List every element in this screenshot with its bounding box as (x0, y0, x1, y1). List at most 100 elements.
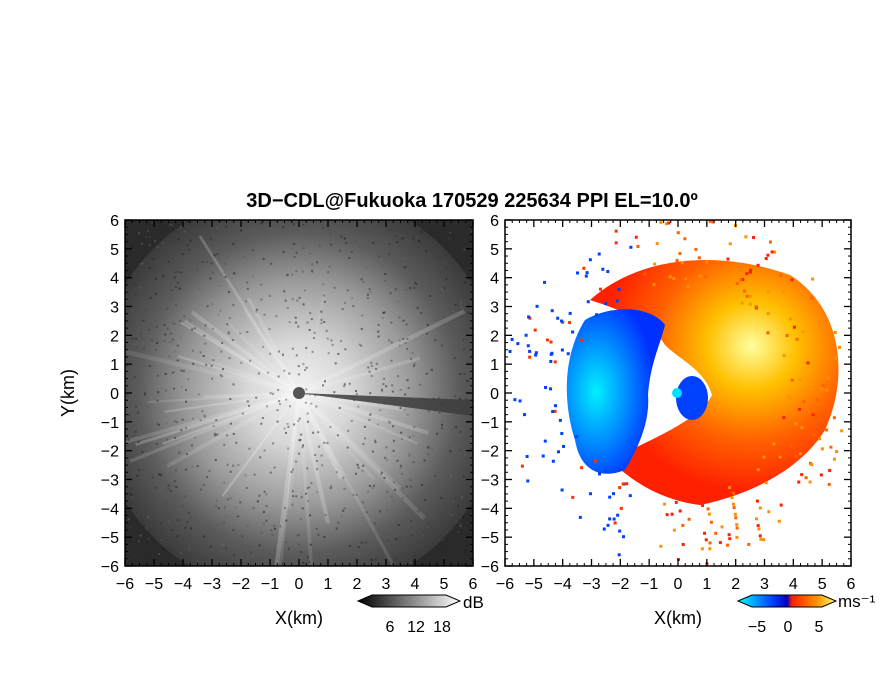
reflectivity-speckle-dot (215, 505, 218, 508)
velocity-speckle-dot (820, 447, 824, 451)
reflectivity-speckle-dot (265, 405, 268, 408)
reflectivity-speckle-dot (211, 303, 214, 306)
velocity-speckle-dot (748, 302, 752, 306)
reflectivity-speckle-dot (135, 405, 138, 408)
y-tick-label: 1 (490, 357, 499, 374)
reflectivity-speckle-dot (127, 438, 130, 441)
velocity-speckle-dot (797, 407, 801, 411)
reflectivity-speckle-dot (216, 433, 219, 436)
reflectivity-speckle-dot (185, 427, 188, 430)
reflectivity-speckle-dot (322, 227, 325, 230)
reflectivity-speckle-dot (344, 302, 347, 305)
reflectivity-speckle-dot (206, 305, 209, 308)
reflectivity-speckle-dot (273, 466, 276, 469)
y-tick-label: −6 (481, 559, 499, 576)
reflectivity-speckle-dot (448, 352, 451, 355)
reflectivity-streak (298, 309, 466, 395)
reflectivity-speckle-dot (172, 371, 175, 374)
reflectivity-speckle-dot (249, 359, 252, 362)
reflectivity-speckle-dot (156, 399, 159, 402)
y-tick-label: −2 (101, 444, 119, 461)
reflectivity-speckle-dot (453, 395, 456, 398)
y-tick-label: 6 (490, 213, 499, 230)
velocity-speckle-dot (822, 345, 826, 349)
reflectivity-speckle-dot (144, 527, 147, 530)
reflectivity-speckle-dot (340, 340, 343, 343)
reflectivity-speckle-dot (383, 377, 386, 380)
velocity-speckle-dot (678, 252, 682, 256)
reflectivity-speckle-dot (210, 262, 213, 265)
y-tick-label: 0 (110, 386, 119, 403)
reflectivity-speckle-dot (406, 337, 409, 340)
velocity-speckle-dot (728, 486, 732, 490)
velocity-speckle-dot (735, 526, 739, 530)
reflectivity-speckle-dot (160, 522, 163, 525)
reflectivity-speckle-dot (284, 431, 287, 434)
reflectivity-speckle-dot (379, 510, 382, 513)
velocity-speckle-dot (676, 231, 680, 235)
reflectivity-speckle-dot (161, 387, 164, 390)
reflectivity-speckle-dot (239, 501, 242, 504)
reflectivity-speckle-dot (296, 299, 299, 302)
reflectivity-speckle-dot (164, 465, 167, 468)
reflectivity-speckle-dot (293, 256, 296, 259)
reflectivity-speckle-dot (125, 328, 128, 331)
velocity-speckle-dot (832, 457, 836, 461)
reflectivity-speckle-dot (387, 539, 390, 542)
reflectivity-speckle-dot (409, 485, 412, 488)
reflectivity-speckle-dot (143, 347, 146, 350)
reflectivity-speckle-dot (449, 474, 452, 477)
reflectivity-speckle-dot (246, 281, 249, 284)
reflectivity-speckle-dot (227, 330, 230, 333)
reflectivity-speckle-dot (315, 459, 318, 462)
reflectivity-speckle-dot (239, 332, 242, 335)
reflectivity-speckle-dot (298, 296, 301, 299)
reflectivity-colorbar: dB 6 12 18 (356, 593, 484, 636)
reflectivity-speckle-dot (186, 244, 189, 247)
reflectivity-speckle-dot (190, 242, 193, 245)
reflectivity-speckle-dot (263, 490, 266, 493)
reflectivity-speckle-dot (287, 425, 290, 428)
reflectivity-speckle-dot (240, 361, 243, 364)
velocity-speckle-dot (735, 282, 739, 286)
reflectivity-speckle-dot (375, 362, 378, 365)
reflectivity-speckle-dot (327, 271, 330, 274)
velocity-speckle-dot (541, 454, 545, 458)
reflectivity-speckle-dot (169, 341, 172, 344)
reflectivity-speckle-dot (368, 418, 371, 421)
velocity-speckle-dot (556, 316, 560, 320)
reflectivity-streak (297, 391, 376, 481)
reflectivity-speckle-dot (323, 536, 326, 539)
reflectivity-speckle-dot (162, 291, 165, 294)
reflectivity-speckle-dot (209, 277, 212, 280)
reflectivity-speckle-dot (335, 527, 338, 530)
reflectivity-speckle-dot (305, 492, 308, 495)
reflectivity-speckle-dot (139, 534, 142, 537)
reflectivity-speckle-dot (276, 420, 279, 423)
reflectivity-speckle-dot (360, 541, 363, 544)
reflectivity-speckle-dot (404, 257, 407, 260)
reflectivity-speckle-dot (125, 365, 128, 368)
reflectivity-speckle-dot (334, 362, 337, 365)
reflectivity-speckle-dot (199, 351, 202, 354)
reflectivity-speckle-dot (185, 468, 188, 471)
reflectivity-speckle-dot (178, 451, 181, 454)
reflectivity-speckle-dot (180, 369, 183, 372)
reflectivity-speckle-dot (126, 290, 129, 293)
reflectivity-speckle-dot (389, 292, 392, 295)
reflectivity-speckle-dot (277, 350, 280, 353)
reflectivity-speckle-dot (356, 463, 359, 466)
reflectivity-speckle-dot (413, 363, 416, 366)
velocity-speckle-dot (766, 253, 770, 257)
velocity-speckle-dot (571, 495, 575, 499)
reflectivity-speckle-dot (397, 290, 400, 293)
x-tick-label: −4 (174, 576, 192, 593)
reflectivity-speckle-dot (406, 347, 409, 350)
y-tick-label: −5 (101, 530, 119, 547)
reflectivity-speckle-dot (270, 262, 273, 265)
reflectivity-speckle-dot (214, 434, 217, 437)
velocity-speckle-dot (672, 276, 676, 280)
reflectivity-speckle-dot (144, 553, 147, 556)
reflectivity-speckle-dot (288, 321, 291, 324)
reflectivity-speckle-dot (233, 272, 236, 275)
